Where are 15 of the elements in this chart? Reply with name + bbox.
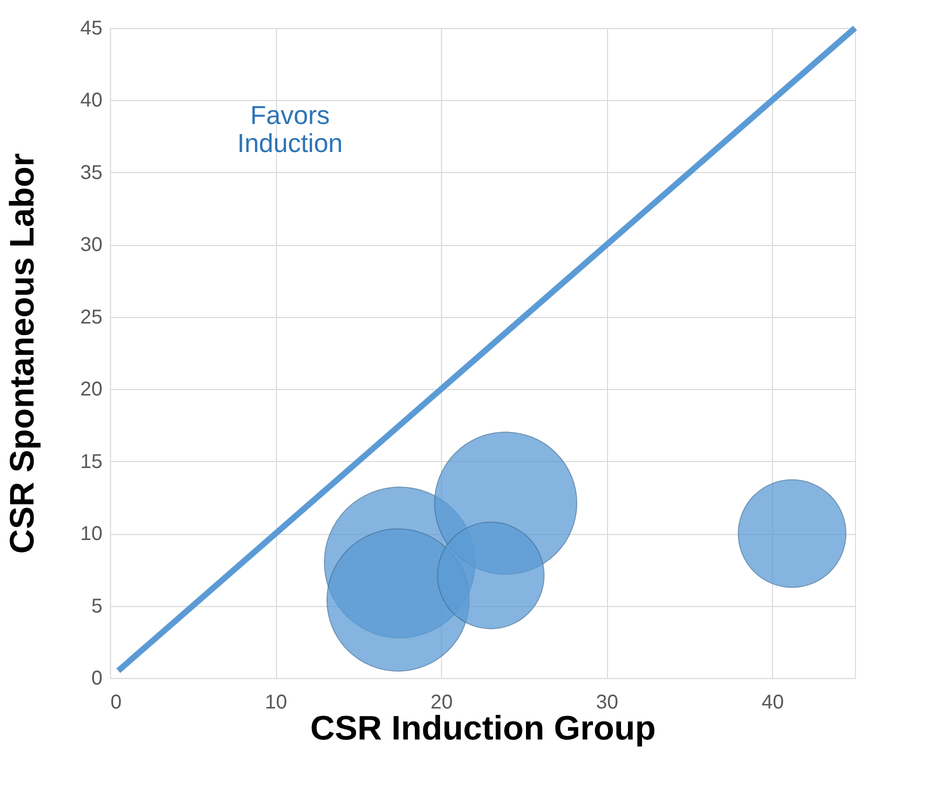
- y-tick-label: 40: [80, 90, 102, 112]
- y-tick-label: 45: [80, 18, 102, 40]
- y-tick-label: 35: [80, 162, 102, 184]
- y-tick-label: 20: [80, 378, 102, 401]
- y-tick-label: 10: [80, 523, 102, 546]
- y-tick-label: 30: [80, 234, 102, 256]
- x-tick-label: 10: [264, 692, 288, 714]
- x-tick-label: 0: [110, 692, 122, 714]
- y-tick-label: 25: [80, 306, 102, 328]
- x-tick-label: 40: [762, 692, 784, 714]
- annotation: Favors Induction: [237, 100, 343, 158]
- y-axis-title: CSR Spontaneous Labor: [3, 153, 42, 554]
- y-tick-label: 0: [91, 668, 102, 690]
- y-tick-label: 5: [91, 595, 102, 618]
- y-tick-label: 15: [80, 450, 102, 473]
